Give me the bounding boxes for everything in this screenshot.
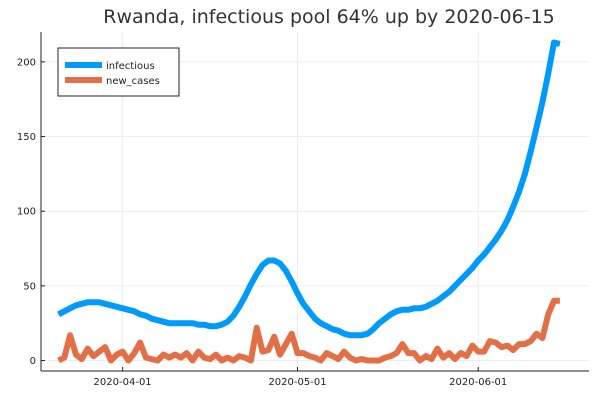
- chart-title: Rwanda, infectious pool 64% up by 2020-0…: [103, 6, 555, 28]
- y-tick-label: 200: [17, 57, 36, 68]
- series-layer: [57, 39, 561, 364]
- legend-box: [57, 47, 180, 97]
- y-tick-label: 100: [17, 207, 36, 218]
- legend: infectious new_cases: [57, 47, 180, 97]
- ticks-layer: 0 50 100 150 200 2020-04-01 2020-05-01 2020-06-…: [17, 57, 507, 388]
- y-tick-label: 0: [30, 356, 36, 367]
- x-tick-label: 2020-04-01: [94, 377, 152, 388]
- legend-label-infectious: infectious: [106, 61, 155, 72]
- x-tick-label: 2020-05-01: [268, 377, 326, 388]
- legend-label-new-cases: new_cases: [106, 76, 160, 87]
- series-line-new-cases: [57, 297, 560, 364]
- y-tick-label: 50: [23, 281, 36, 292]
- x-tick-label: 2020-06-01: [449, 377, 507, 388]
- series-line-infectious: [57, 39, 561, 339]
- axes-layer: [40, 32, 589, 372]
- y-tick-label: 150: [17, 132, 36, 143]
